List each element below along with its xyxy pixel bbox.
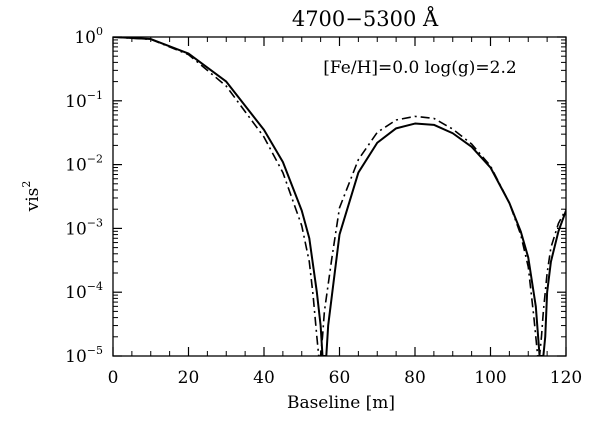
chart-annotation: [Fe/H]=0.0 log(g)=2.2 [323, 58, 516, 78]
y-tick-label: 10−4 [65, 280, 103, 303]
y-tick-label: 100 [74, 25, 103, 48]
y-tick-label: 10−2 [65, 153, 103, 176]
y-tick-label: 10−3 [65, 216, 103, 239]
y-tick-label: 10−1 [65, 89, 103, 112]
x-tick-label: 80 [404, 368, 426, 388]
y-axis-label: vis2 [20, 181, 43, 213]
y-tick-label: 10−5 [65, 344, 103, 367]
x-tick-label: 20 [178, 368, 200, 388]
series-line-solid [113, 37, 566, 356]
x-tick-label: 60 [329, 368, 351, 388]
series-line-dotted [113, 37, 566, 356]
x-tick-label: 0 [108, 368, 119, 388]
series-line-dash-dot [113, 37, 566, 356]
x-tick-label: 40 [253, 368, 275, 388]
x-axis-label: Baseline [m] [287, 393, 395, 413]
chart-title: 4700−5300 Å [292, 6, 439, 31]
plot-frame [112, 36, 567, 357]
x-tick-label: 100 [474, 368, 506, 388]
x-tick-label: 120 [550, 368, 582, 388]
